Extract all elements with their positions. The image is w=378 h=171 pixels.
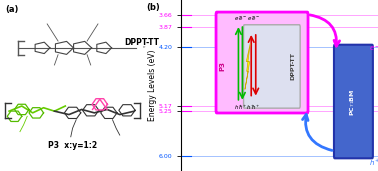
FancyBboxPatch shape bbox=[216, 12, 308, 113]
Text: $e^-$: $e^-$ bbox=[369, 44, 378, 53]
Text: (b): (b) bbox=[146, 3, 160, 12]
Text: $e^-$: $e^-$ bbox=[246, 15, 256, 23]
Text: $h^+$: $h^+$ bbox=[238, 103, 247, 112]
Text: $h^+$: $h^+$ bbox=[369, 158, 378, 168]
Text: P3: P3 bbox=[220, 61, 226, 71]
FancyBboxPatch shape bbox=[334, 45, 373, 158]
Text: $e^-$: $e^-$ bbox=[238, 15, 247, 23]
Polygon shape bbox=[245, 43, 250, 89]
Text: (a): (a) bbox=[5, 5, 19, 14]
Text: $e^-$: $e^-$ bbox=[234, 15, 243, 23]
FancyBboxPatch shape bbox=[243, 25, 300, 108]
Text: $h^+$: $h^+$ bbox=[234, 103, 243, 112]
Text: $_n$: $_n$ bbox=[141, 45, 146, 51]
Text: PC$_{71}$BM: PC$_{71}$BM bbox=[349, 89, 357, 116]
Text: $e^-$: $e^-$ bbox=[251, 15, 260, 23]
Text: $h^+$: $h^+$ bbox=[246, 103, 256, 112]
Text: DPPT-TT: DPPT-TT bbox=[124, 38, 159, 47]
Y-axis label: Energy Levels (eV): Energy Levels (eV) bbox=[148, 50, 157, 121]
Text: DPPT-TT: DPPT-TT bbox=[290, 52, 295, 80]
Text: P3  x:y=1:2: P3 x:y=1:2 bbox=[48, 141, 97, 150]
Text: $h^+$: $h^+$ bbox=[251, 103, 260, 112]
